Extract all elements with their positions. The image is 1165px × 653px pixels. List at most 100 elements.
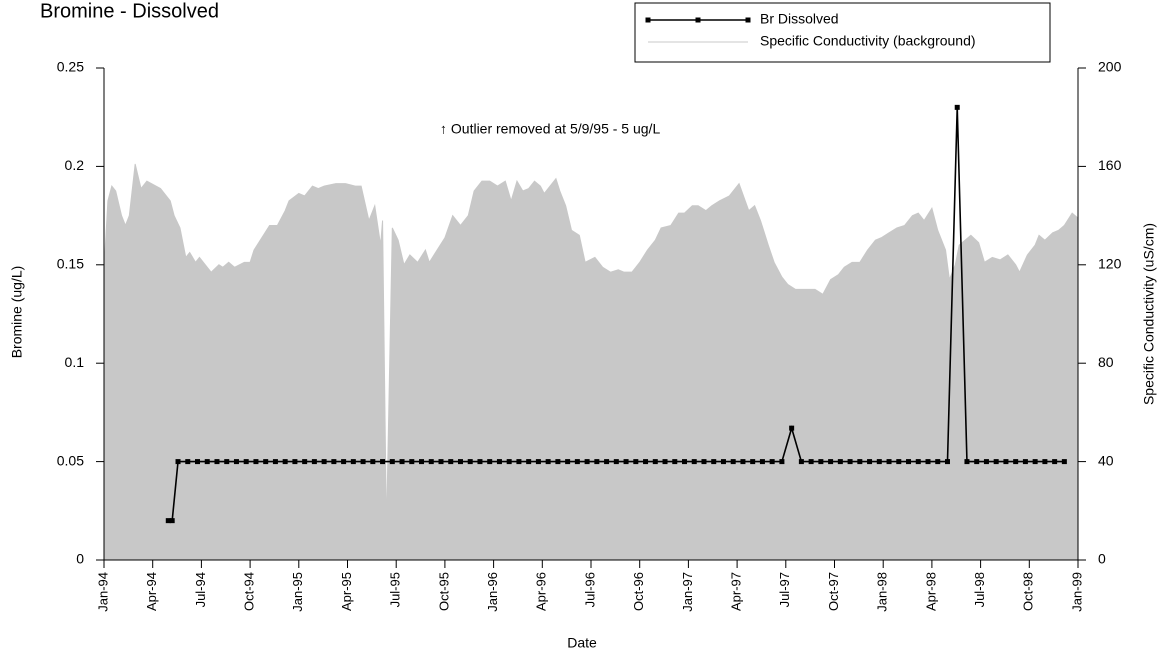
- marker: [837, 459, 843, 465]
- marker: [1003, 459, 1009, 465]
- marker: [594, 459, 600, 465]
- marker: [496, 459, 502, 465]
- marker: [623, 459, 629, 465]
- marker: [321, 459, 327, 465]
- marker: [964, 459, 970, 465]
- y2-tick-label: 40: [1098, 452, 1114, 468]
- marker: [954, 104, 960, 110]
- marker: [516, 459, 522, 465]
- marker: [1013, 459, 1019, 465]
- marker: [574, 459, 580, 465]
- marker: [798, 459, 804, 465]
- y2-tick-label: 0: [1098, 551, 1106, 567]
- marker: [925, 459, 931, 465]
- y2-axis-label: Specific Conductivity (uS/cm): [1141, 223, 1157, 405]
- bromine-line: [168, 107, 1065, 522]
- y2-tick-label: 160: [1098, 157, 1122, 173]
- x-tick-label: Oct-97: [826, 572, 841, 611]
- marker: [759, 459, 765, 465]
- marker: [750, 459, 756, 465]
- marker: [652, 459, 658, 465]
- y-tick-label: 0: [76, 551, 84, 567]
- x-tick-label: Jan-94: [95, 572, 110, 612]
- marker: [886, 459, 892, 465]
- x-tick-label: Oct-98: [1021, 572, 1036, 611]
- legend-label: Specific Conductivity (background): [760, 33, 976, 49]
- axis-layer: 0 0.05 0.1 0.15 0.2 0.25 0 40 80 120 160 200 Jan-94 A…: [57, 59, 1122, 612]
- x-tick-label: Jan-96: [485, 572, 500, 612]
- marker: [263, 459, 269, 465]
- marker: [380, 459, 386, 465]
- marker: [613, 459, 619, 465]
- marker: [165, 518, 171, 524]
- marker: [876, 459, 882, 465]
- marker: [399, 459, 405, 465]
- marker: [711, 459, 717, 465]
- marker: [360, 459, 366, 465]
- marker: [467, 459, 473, 465]
- x-tick-label: Jul-94: [193, 572, 208, 607]
- x-tick-label: Jul-95: [388, 572, 403, 607]
- marker: [409, 459, 415, 465]
- x-tick-label: Oct-95: [436, 572, 451, 611]
- marker: [906, 459, 912, 465]
- marker: [185, 459, 191, 465]
- marker: [682, 459, 688, 465]
- line-layer: [165, 104, 1067, 524]
- marker: [448, 459, 454, 465]
- marker: [370, 459, 376, 465]
- marker: [993, 459, 999, 465]
- marker: [974, 459, 980, 465]
- y-tick-label: 0.25: [57, 59, 84, 75]
- marker: [311, 459, 317, 465]
- marker: [643, 459, 649, 465]
- marker: [477, 459, 483, 465]
- annotation: ↑ Outlier removed at 5/9/95 - 5 ug/L: [440, 121, 660, 137]
- area-layer: [103, 163, 1079, 561]
- marker: [847, 459, 853, 465]
- marker: [389, 459, 395, 465]
- marker: [740, 459, 746, 465]
- marker: [169, 518, 175, 524]
- x-tick-label: Jan-98: [875, 572, 890, 612]
- marker: [545, 459, 551, 465]
- y-tick-label: 0.05: [57, 452, 84, 468]
- x-axis-label: Date: [567, 635, 597, 651]
- marker: [769, 459, 775, 465]
- marker: [565, 459, 571, 465]
- marker: [604, 459, 610, 465]
- marker: [272, 459, 278, 465]
- legend-label: Br Dissolved: [760, 11, 839, 27]
- marker: [857, 459, 863, 465]
- x-tick-label: Apr-98: [923, 572, 938, 611]
- marker: [1042, 459, 1048, 465]
- marker: [1052, 459, 1058, 465]
- marker: [730, 459, 736, 465]
- marker: [419, 459, 425, 465]
- marker: [195, 459, 201, 465]
- marker: [818, 459, 824, 465]
- y-tick-label: 0.2: [65, 157, 85, 173]
- x-tick-label: Jul-98: [972, 572, 987, 607]
- marker: [701, 459, 707, 465]
- x-tick-label: Oct-96: [631, 572, 646, 611]
- y2-tick-label: 80: [1098, 354, 1114, 370]
- marker: [302, 459, 308, 465]
- marker: [867, 459, 873, 465]
- marker: [1032, 459, 1038, 465]
- marker: [233, 459, 239, 465]
- conductivity-area: [103, 163, 1079, 561]
- marker: [457, 459, 463, 465]
- marker: [935, 459, 941, 465]
- marker: [428, 459, 434, 465]
- chart-title: Bromine - Dissolved: [40, 0, 219, 22]
- marker: [331, 459, 337, 465]
- marker: [224, 459, 230, 465]
- x-tick-label: Apr-95: [339, 572, 354, 611]
- y-axis-label: Bromine (ug/L): [9, 266, 25, 359]
- marker: [983, 459, 989, 465]
- marker: [1061, 459, 1067, 465]
- marker: [535, 459, 541, 465]
- x-tick-label: Jul-96: [582, 572, 597, 607]
